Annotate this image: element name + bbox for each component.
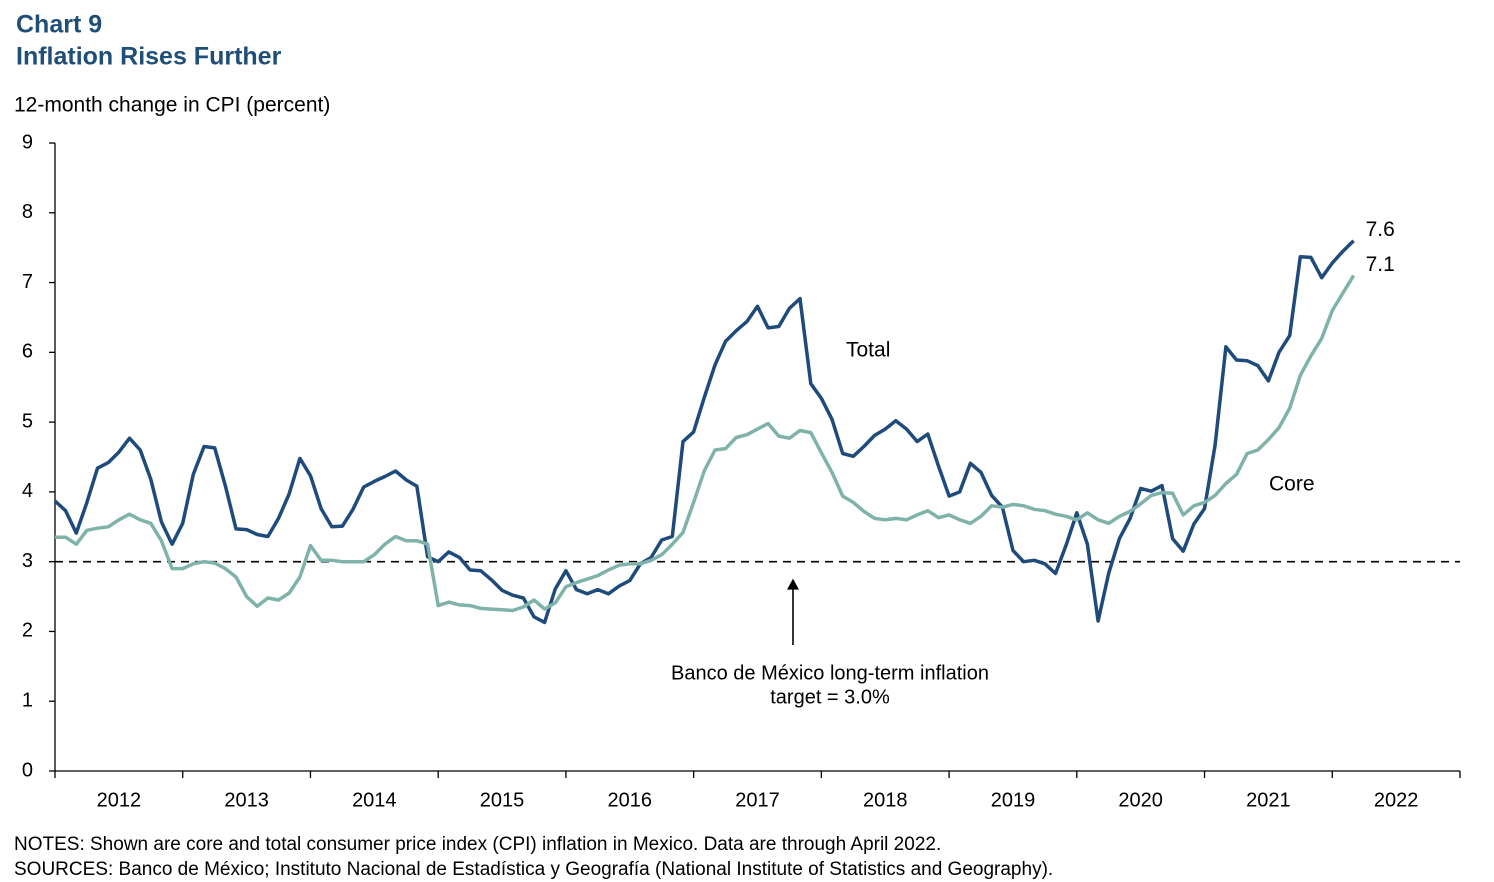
end-value-label: 7.6 — [1366, 218, 1395, 241]
x-tick-label: 2018 — [863, 789, 908, 811]
series-line — [53, 239, 1355, 625]
series-label: Total — [846, 339, 890, 362]
x-tick-label: 2022 — [1374, 789, 1419, 811]
annotation: target = 3.0% — [770, 686, 890, 708]
y-tick-label: 5 — [22, 410, 33, 432]
x-tick-label: 2015 — [480, 789, 525, 811]
annotation-arrowhead — [787, 578, 799, 590]
note: NOTES: Shown are core and total consumer… — [14, 834, 941, 855]
x-tick-label: 2017 — [735, 789, 780, 811]
y-tick-label: 7 — [22, 271, 33, 293]
y-tick-label: 0 — [22, 759, 33, 781]
x-tick-label: 2013 — [224, 789, 269, 811]
y-axis-label: 12-month change in CPI (percent) — [14, 94, 330, 117]
x-tick-label: 2014 — [352, 789, 397, 811]
y-tick-label: 6 — [22, 341, 33, 363]
x-tick-label: 2019 — [991, 789, 1036, 811]
chart-subtitle: Inflation Rises Further — [16, 43, 282, 71]
y-tick-label: 9 — [22, 131, 33, 153]
series-label: Core — [1269, 473, 1315, 496]
y-tick-label: 2 — [22, 620, 33, 642]
y-tick-label: 3 — [22, 550, 33, 572]
y-tick-label: 8 — [22, 201, 33, 223]
y-tick-label: 1 — [22, 690, 33, 712]
end-value-label: 7.1 — [1366, 253, 1395, 276]
y-tick-label: 4 — [22, 480, 33, 502]
annotation: Banco de México long-term inflation — [671, 662, 989, 684]
note: SOURCES: Banco de México; Instituto Naci… — [14, 859, 1053, 880]
series-line — [55, 274, 1356, 613]
chart-title: Chart 9 — [16, 11, 102, 39]
x-tick-label: 2021 — [1246, 789, 1291, 811]
x-tick-label: 2020 — [1118, 789, 1163, 811]
x-tick-label: 2012 — [97, 789, 142, 811]
x-tick-label: 2016 — [608, 789, 653, 811]
